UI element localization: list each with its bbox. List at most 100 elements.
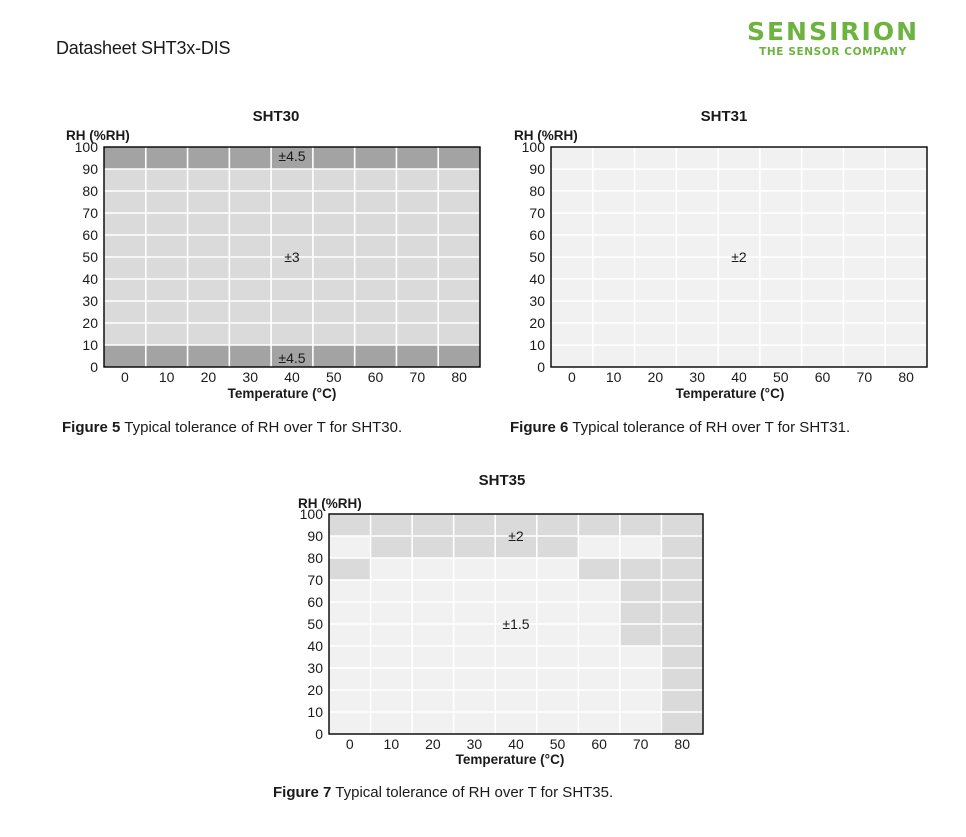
y-tick-label: 70 [529,205,545,221]
y-axis-label-sht35: RH (%RH) [298,496,362,511]
caption-label: Figure 7 [273,784,332,801]
y-tick-label: 10 [82,337,98,353]
x-tick-label: 0 [121,369,129,385]
chart-title-sht31: SHT31 [700,108,748,125]
y-tick-label: 60 [82,227,98,243]
y-tick-label: 10 [307,704,323,720]
caption-text: Typical tolerance of RH over T for SHT30… [124,419,403,436]
y-tick-label: 90 [529,161,545,177]
x-tick-label: 70 [410,369,426,385]
y-tick-label: 40 [307,638,323,654]
y-tick-label: 20 [307,682,323,698]
tolerance-label: ±4.5 [278,350,305,366]
plot-frame [550,146,928,368]
y-tick-label: 0 [90,359,98,375]
x-tick-label: 80 [674,736,690,752]
x-axis-label-sht35: Temperature (°C) [455,752,565,767]
y-tick-label: 50 [307,616,323,632]
y-tick-label: 40 [82,271,98,287]
y-tick-label: 100 [75,139,99,155]
x-tick-label: 30 [242,369,258,385]
y-axis-label-sht30: RH (%RH) [66,128,130,143]
caption-text: Typical tolerance of RH over T for SHT35… [335,784,614,801]
x-tick-label: 50 [773,369,789,385]
tolerance-region [104,345,480,367]
y-tick-label: 30 [307,660,323,676]
y-tick-label: 70 [307,572,323,588]
tolerance-region [661,536,703,734]
caption-label: Figure 6 [510,419,569,436]
x-tick-label: 10 [159,369,175,385]
y-tick-label: 30 [82,293,98,309]
sensirion-logo: SENSIRION THE SENSOR COMPANY [728,17,938,59]
y-tick-label: 90 [307,528,323,544]
logo-tagline: THE SENSOR COMPANY [759,46,907,58]
x-tick-label: 50 [326,369,342,385]
y-tick-label: 100 [522,139,546,155]
tolerance-label: ±2 [731,249,747,265]
x-axis-label-sht31: Temperature (°C) [675,386,785,401]
x-tick-label: 20 [201,369,217,385]
x-tick-label: 10 [384,736,400,752]
y-tick-label: 80 [529,183,545,199]
x-tick-label: 30 [467,736,483,752]
tolerance-region [619,580,662,646]
y-tick-label: 100 [300,506,324,522]
y-tick-label: 70 [82,205,98,221]
x-tick-label: 60 [815,369,831,385]
x-tick-label: 30 [689,369,705,385]
y-axis-label-sht31: RH (%RH) [514,128,578,143]
y-tick-label: 20 [529,315,545,331]
y-tick-label: 60 [529,227,545,243]
x-tick-label: 60 [591,736,607,752]
x-tick-label: 80 [451,369,467,385]
x-tick-label: 20 [648,369,664,385]
logo-name: SENSIRION [746,17,920,46]
tolerance-region [370,536,579,558]
tolerance-region [329,558,371,580]
y-tick-label: 60 [307,594,323,610]
figure-caption-5: Figure 5 Typical tolerance of RH over T … [62,419,402,436]
tolerance-label: ±1.5 [502,616,529,632]
caption-text: Typical tolerance of RH over T for SHT31… [572,419,851,436]
tolerance-label: ±2 [508,528,524,544]
y-tick-label: 50 [529,249,545,265]
y-tick-label: 50 [82,249,98,265]
y-tick-label: 90 [82,161,98,177]
tolerance-region [329,514,703,536]
x-tick-label: 50 [550,736,566,752]
y-tick-label: 80 [82,183,98,199]
plot-frame [328,513,704,735]
y-tick-label: 10 [529,337,545,353]
chart-title-sht35: SHT35 [478,472,526,489]
plot-frame [103,146,481,368]
x-tick-label: 40 [508,736,524,752]
x-tick-label: 70 [857,369,873,385]
y-tick-label: 0 [315,726,323,742]
y-tick-label: 40 [529,271,545,287]
tolerance-region [104,147,480,169]
x-tick-label: 20 [425,736,441,752]
figure-caption-7: Figure 7 Typical tolerance of RH over T … [273,784,613,801]
document-title: Datasheet SHT3x-DIS [56,38,231,58]
x-tick-label: 70 [633,736,649,752]
x-tick-label: 60 [368,369,384,385]
x-tick-label: 40 [731,369,747,385]
x-tick-label: 0 [568,369,576,385]
y-tick-label: 20 [82,315,98,331]
x-tick-label: 40 [284,369,300,385]
y-tick-label: 80 [307,550,323,566]
caption-label: Figure 5 [62,419,121,436]
tolerance-label: ±4.5 [278,148,305,164]
y-tick-label: 30 [529,293,545,309]
x-axis-label-sht30: Temperature (°C) [227,386,337,401]
tolerance-label: ±3 [284,249,300,265]
figure-caption-6: Figure 6 Typical tolerance of RH over T … [510,419,850,436]
x-tick-label: 80 [898,369,914,385]
y-tick-label: 0 [537,359,545,375]
x-tick-label: 10 [606,369,622,385]
chart-title-sht30: SHT30 [252,108,300,125]
